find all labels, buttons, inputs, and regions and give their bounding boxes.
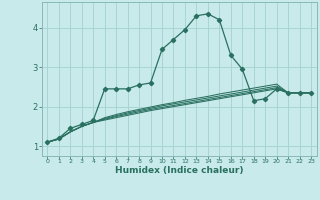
X-axis label: Humidex (Indice chaleur): Humidex (Indice chaleur) <box>115 166 244 175</box>
